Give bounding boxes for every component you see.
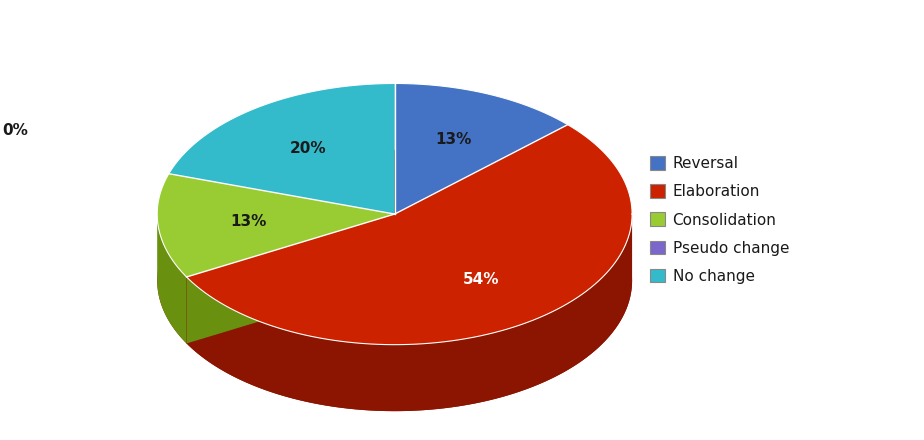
Text: 13%: 13% bbox=[435, 132, 471, 147]
Polygon shape bbox=[187, 214, 395, 344]
Text: 20%: 20% bbox=[290, 141, 326, 156]
Polygon shape bbox=[187, 125, 632, 345]
Text: 54%: 54% bbox=[463, 272, 500, 287]
Polygon shape bbox=[169, 84, 395, 214]
Legend: Reversal, Elaboration, Consolidation, Pseudo change, No change: Reversal, Elaboration, Consolidation, Ps… bbox=[643, 150, 796, 290]
Polygon shape bbox=[157, 174, 395, 277]
Polygon shape bbox=[157, 214, 187, 344]
Polygon shape bbox=[157, 150, 632, 411]
Polygon shape bbox=[187, 216, 632, 411]
Polygon shape bbox=[187, 214, 395, 344]
Polygon shape bbox=[395, 84, 567, 214]
Text: 0%: 0% bbox=[3, 123, 29, 138]
Text: 13%: 13% bbox=[230, 214, 266, 229]
